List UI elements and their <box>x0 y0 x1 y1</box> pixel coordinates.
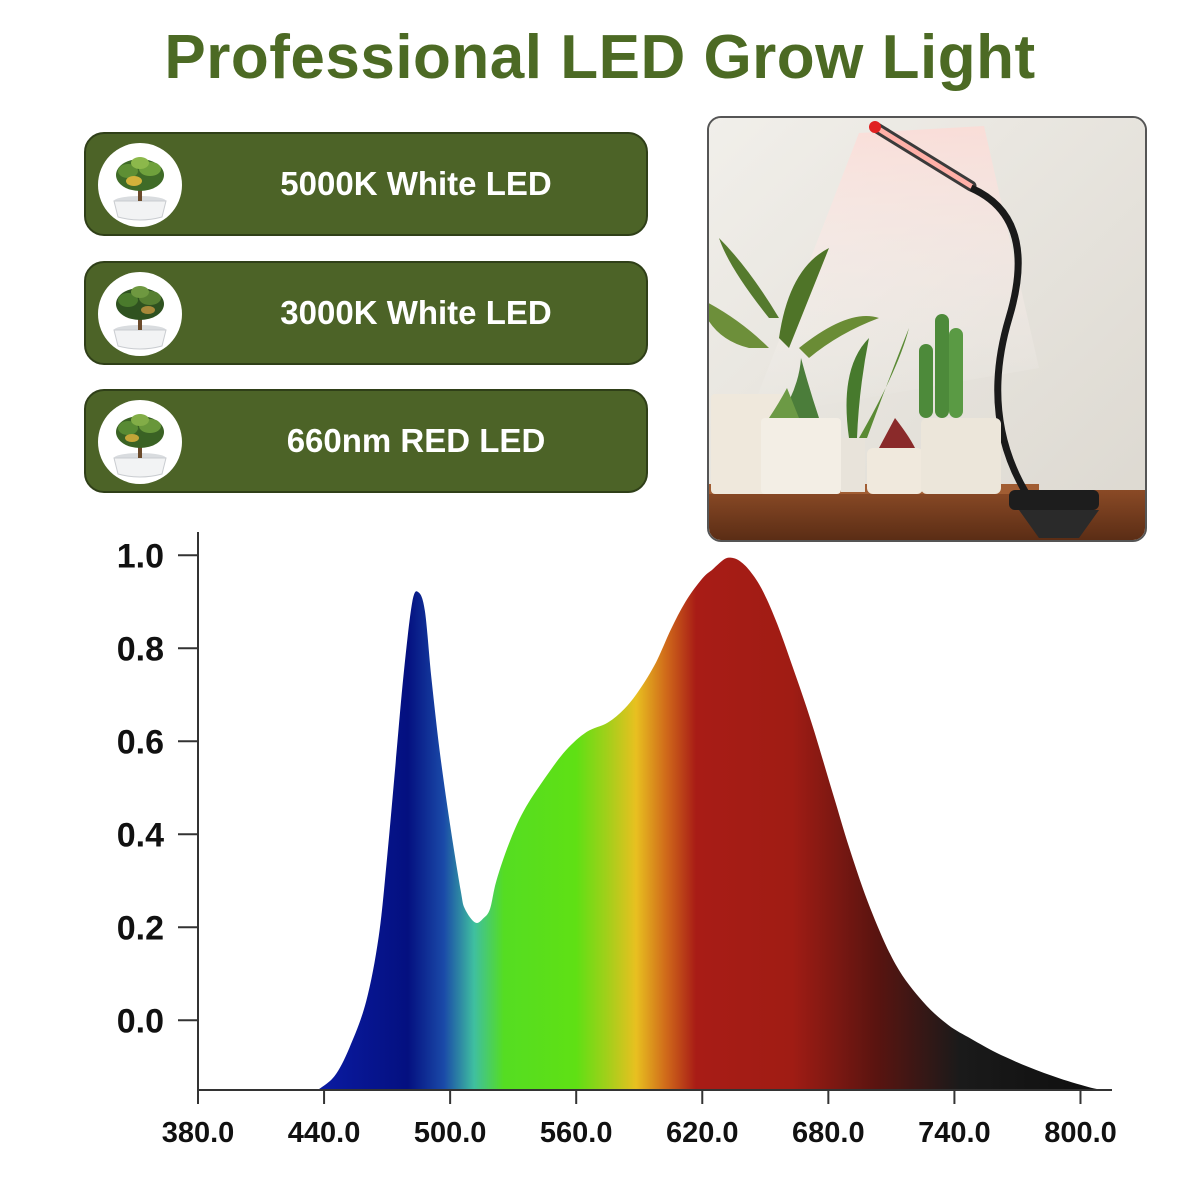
feature-5000k-white-led: 5000K White LED <box>84 132 648 236</box>
feature-label: 5000K White LED <box>280 165 552 202</box>
potted-plant-icon <box>98 143 182 227</box>
y-tick-label: 0.4 <box>117 816 164 854</box>
page-title: Professional LED Grow Light <box>164 23 1036 92</box>
feature-3000k-white-led: 3000K White LED <box>84 261 648 365</box>
x-tick-label: 740.0 <box>918 1117 991 1149</box>
feature-label: 3000K White LED <box>280 294 552 331</box>
y-tick-label: 0.6 <box>117 723 164 761</box>
potted-plant-icon <box>98 400 182 484</box>
y-tick-label: 1.0 <box>117 537 164 575</box>
x-tick-label: 680.0 <box>792 1117 865 1149</box>
y-tick-label: 0.2 <box>117 909 164 947</box>
feature-660nm-red-led: 660nm RED LED <box>84 389 648 493</box>
y-tick-label: 0.8 <box>117 630 164 668</box>
x-tick-label: 560.0 <box>540 1117 613 1149</box>
x-tick-label: 380.0 <box>162 1117 235 1149</box>
feature-label: 660nm RED LED <box>286 422 546 459</box>
x-tick-label: 440.0 <box>288 1117 361 1149</box>
x-tick-label: 800.0 <box>1044 1117 1117 1149</box>
x-tick-label: 620.0 <box>666 1117 739 1149</box>
spectrum-area <box>317 557 1106 1090</box>
y-tick-label: 0.0 <box>117 1002 164 1040</box>
spectrum-chart: 380.0 440.0 500.0 560.0 620.0 680.0 740.0 800.0… <box>117 532 1117 1149</box>
product-photo <box>707 116 1147 542</box>
potted-plant-icon <box>98 272 182 356</box>
x-tick-label: 500.0 <box>414 1117 487 1149</box>
